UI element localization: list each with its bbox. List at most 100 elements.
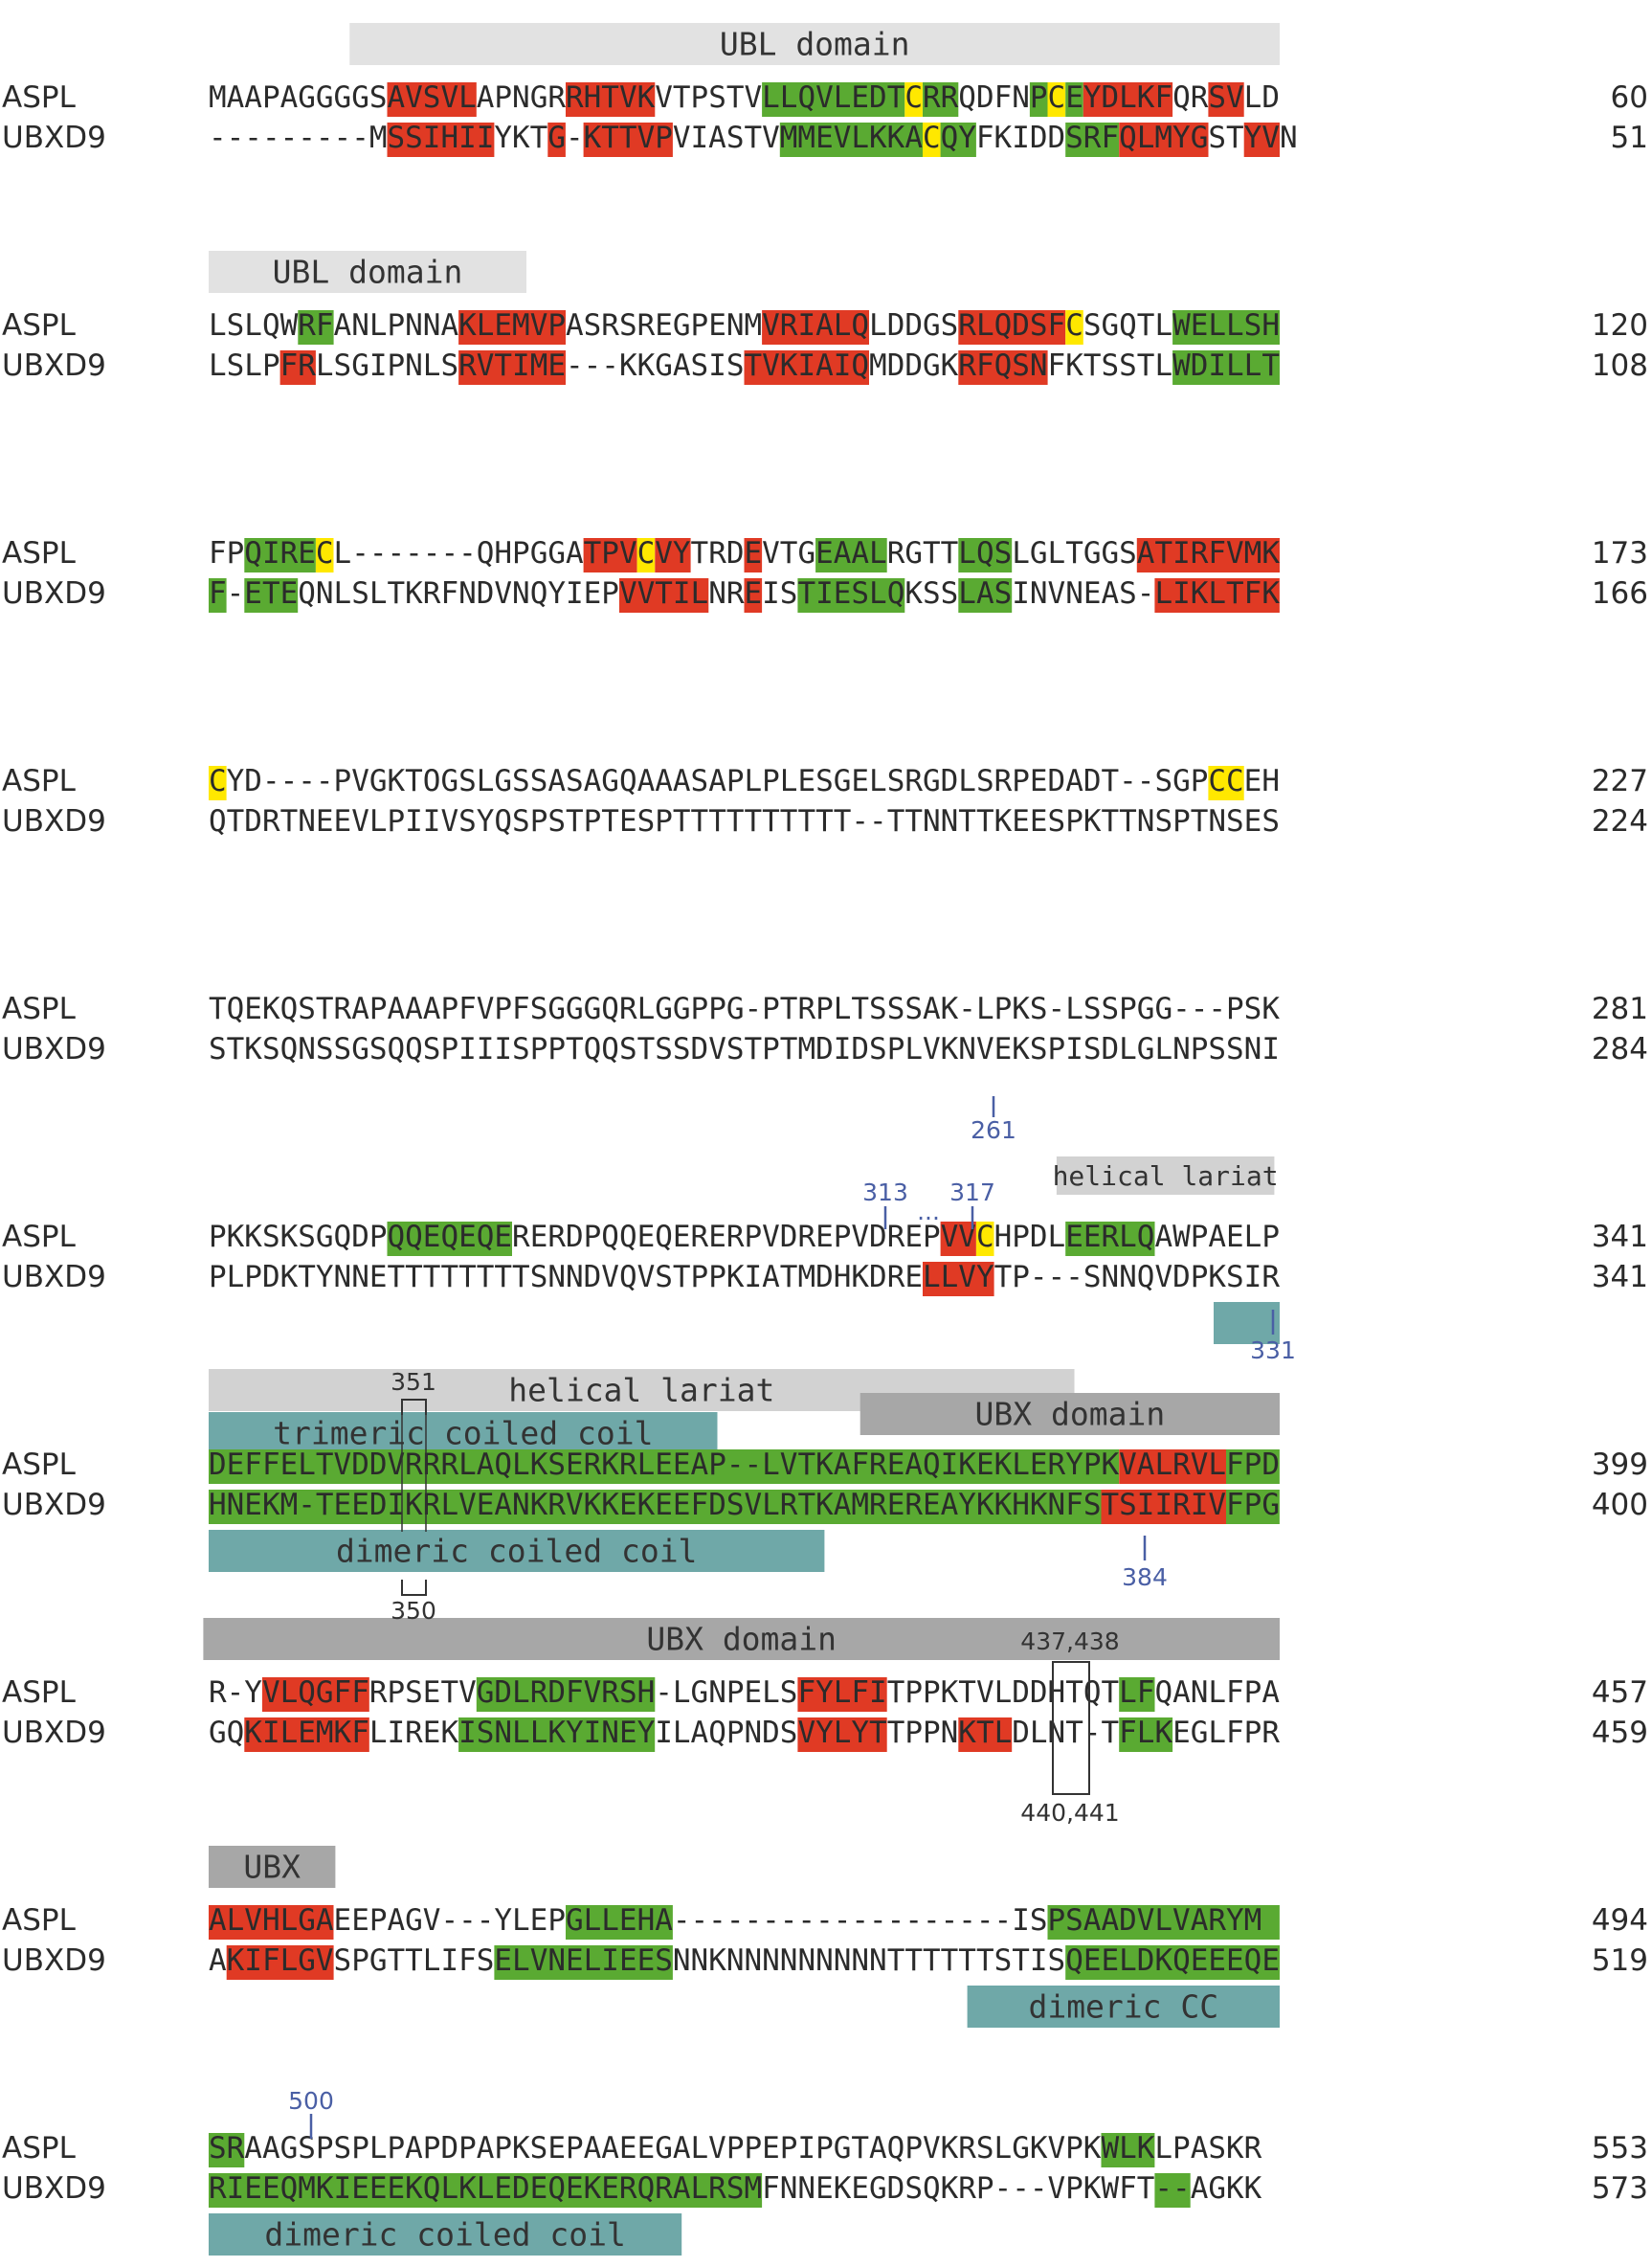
residue-end-number: 284: [1592, 1032, 1648, 1066]
domain-bar: [209, 251, 526, 293]
cysteine-highlight: [209, 766, 227, 800]
helix-highlight: [244, 538, 316, 572]
strand-highlight: [744, 578, 763, 613]
strand-highlight: [387, 123, 495, 157]
protein-name: ASPL: [2, 1903, 77, 1938]
strand-highlight: [387, 82, 477, 117]
sequence-row: LSLQWRFANLPNNAKLEMVPASRSREGPENMVRIALQLDD…: [209, 308, 1280, 343]
sequence-row: TQEKQSTRAPAAAPFVPFSGGGQRLGGPPG-PTRPLTSSS…: [209, 992, 1280, 1026]
coiled-coil-bar: [209, 2213, 682, 2256]
residue-end-number: 60: [1611, 80, 1648, 115]
strand-highlight: [458, 310, 566, 345]
strand-highlight: [583, 538, 637, 572]
residue-end-number: 457: [1592, 1675, 1648, 1710]
residue-marker-437-438: 437,438: [1020, 1627, 1119, 1655]
coiled-coil-label: dimeric coiled coil: [336, 1533, 698, 1570]
helix-highlight: [1119, 1677, 1155, 1712]
helix-highlight: [1226, 1449, 1280, 1484]
domain-label: UBL domain: [720, 26, 910, 63]
protein-name: UBXD9: [2, 576, 106, 611]
helix-highlight: [1172, 310, 1280, 345]
sequence-row: R-YVLQGFFRPSETVGDLRDFVRSH-LGNPELSFYLFITP…: [209, 1675, 1280, 1710]
protein-name: UBXD9: [2, 1943, 106, 1978]
sequence-row: STKSQNSSGSQQSPIIISPPTQQSTSSDVSTPTMDIDSPL…: [209, 1032, 1280, 1066]
helix-highlight: [209, 578, 227, 613]
cysteine-highlight: [315, 538, 334, 572]
residue-end-number: 400: [1592, 1488, 1648, 1522]
strand-highlight: [1119, 1449, 1227, 1484]
cysteine-highlight: [975, 1222, 994, 1256]
strand-highlight: [797, 1717, 887, 1752]
helix-highlight: [1047, 1905, 1280, 1940]
strand-highlight: [744, 538, 763, 572]
sequence-row: ---------MSSIHIIYKTG-KTTVPVIASTVMMEVLKKA…: [209, 121, 1298, 155]
strand-highlight: [797, 1677, 887, 1712]
sequence-row: AKIFLGVSPGTTLIFSELVNELIEESNNKNNNNNNNNNTT…: [209, 1943, 1280, 1978]
residue-marker-384: 384: [1122, 1563, 1168, 1591]
sequence-row: HNEKM-TEEDIKRLVEANKRVKKEKEEFDSVLRTKAMRER…: [209, 1488, 1280, 1522]
strand-highlight: [1154, 578, 1280, 613]
helix-highlight: [762, 82, 905, 117]
coiled-coil-bar: [1214, 1302, 1280, 1344]
strand-highlight: [940, 1222, 976, 1256]
residue-end-number: 166: [1592, 576, 1648, 611]
protein-name: UBXD9: [2, 121, 106, 155]
helix-highlight: [940, 123, 976, 157]
strand-highlight: [744, 350, 869, 385]
secondary-structure-highlights: [209, 82, 1280, 2208]
helix-highlight: [779, 123, 923, 157]
domain-label: UBX domain: [975, 1396, 1166, 1433]
protein-name: ASPL: [2, 536, 77, 571]
strand-highlight: [226, 1945, 334, 1980]
strand-highlight: [566, 82, 656, 117]
residue-end-number: 494: [1592, 1903, 1648, 1938]
residue-end-number: 573: [1592, 2171, 1648, 2206]
sequence-row: SRAAGSPSPLPAPDPAPKSEPAAEEGALVPPEPIPGTAQP…: [209, 2131, 1262, 2166]
coiled-coil-bar: [209, 1412, 718, 1454]
helix-highlight: [1172, 350, 1280, 385]
residue-end-number: 108: [1592, 348, 1648, 383]
cysteine-highlight: [1065, 310, 1083, 345]
protein-name: UBXD9: [2, 1260, 106, 1294]
strand-highlight: [762, 310, 869, 345]
sequence-row: DEFFELTVDDVRRRLAQLKSERKRLEEAP--LVTKAFREA…: [209, 1448, 1280, 1482]
residue-end-number: 224: [1592, 804, 1648, 839]
domain-bar: [859, 1393, 1280, 1435]
helix-highlight: [1029, 82, 1048, 117]
helix-highlight: [209, 2173, 763, 2208]
strand-highlight: [1208, 82, 1244, 117]
helix-highlight: [1065, 82, 1083, 117]
protein-name: ASPL: [2, 80, 77, 115]
domain-bar: [203, 1618, 1280, 1660]
alignment-text: ASPL MAAPAGGGGSAVSVLAPNGRRHTVKVTPSTVLLQVL…: [2, 80, 1648, 2206]
strand-highlight: [1136, 538, 1280, 572]
ellipsis-marker: ···: [917, 1204, 940, 1232]
domain-bars: UBL domain UBL domain helical lariat helica…: [203, 23, 1280, 2256]
sequence-row: PLPDKTYNNETTTTTTTTSNNDVQVSTPPKIATMDHKDRE…: [209, 1260, 1280, 1294]
strand-highlight: [958, 1717, 1013, 1752]
cysteine-highlight: [923, 123, 941, 157]
residue-end-number: 120: [1592, 308, 1648, 343]
residue-end-number: 519: [1592, 1943, 1648, 1978]
strand-highlight: [619, 578, 709, 613]
residue-marker-317: 317: [949, 1178, 995, 1206]
sequence-row: GQKILEMKFLIREKISNLLKYINEYILAQPNDSVYLYTTP…: [209, 1716, 1280, 1750]
coiled-coil-bar: [209, 1530, 825, 1572]
coiled-coil-label: dimeric CC: [1028, 1988, 1218, 2026]
strand-highlight: [958, 310, 1066, 345]
residue-end-number: 459: [1592, 1716, 1648, 1750]
residue-end-number: 341: [1592, 1260, 1648, 1294]
sequence-row: F-ETEQNLSLTKRFNDVNQYIEPVVTILNREISTIESLQK…: [209, 576, 1280, 611]
helix-highlight: [458, 1717, 656, 1752]
cysteine-highlight: [1047, 82, 1066, 117]
helix-highlight: [387, 1222, 512, 1256]
residue-end-number: 51: [1611, 121, 1648, 155]
strand-highlight: [209, 1905, 334, 1940]
helix-highlight: [958, 538, 1013, 572]
protein-name: UBXD9: [2, 2171, 106, 2206]
cysteine-highlight: [636, 538, 656, 572]
helix-highlight: [815, 538, 887, 572]
protein-name: UBXD9: [2, 1488, 106, 1522]
helix-highlight: [1065, 123, 1120, 157]
